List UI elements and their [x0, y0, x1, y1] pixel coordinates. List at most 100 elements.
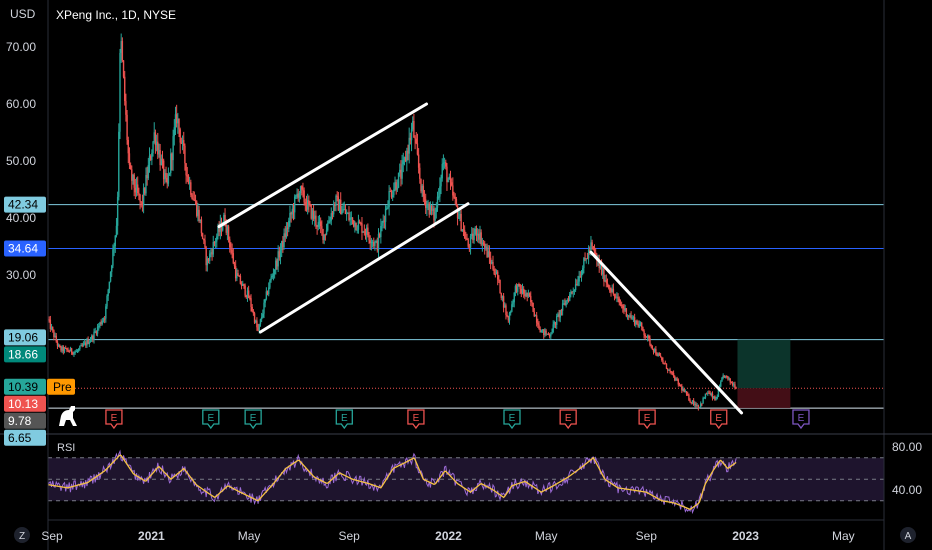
candle-body — [637, 323, 639, 327]
trendline[interactable] — [217, 102, 429, 229]
candle-body — [663, 362, 665, 364]
candle-body — [475, 228, 478, 236]
candle-body — [492, 261, 494, 270]
candle-body — [72, 352, 74, 355]
candle-body — [631, 317, 633, 319]
earnings-marker[interactable]: E — [638, 409, 656, 430]
candle-body — [423, 196, 426, 200]
candle-body — [585, 258, 587, 260]
candle-body — [311, 210, 314, 219]
candle-body — [525, 292, 527, 296]
candle-body — [717, 388, 720, 397]
trendline[interactable] — [258, 202, 470, 334]
candle-body — [252, 311, 255, 314]
candle-body — [671, 372, 674, 374]
earnings-marker[interactable]: E — [792, 409, 810, 430]
time-axis[interactable]: Sep 2021 May Sep 2022 May Sep 2023 May — [41, 529, 854, 543]
earnings-marker[interactable]: E — [559, 409, 577, 430]
candle-body — [466, 238, 468, 240]
candle-body — [672, 373, 675, 376]
candle-body — [82, 343, 85, 346]
earnings-marker[interactable]: E — [202, 409, 220, 430]
price-axis[interactable]: 70.00 60.00 50.00 40.00 30.00 — [6, 40, 36, 282]
earnings-marker[interactable]: E — [710, 409, 728, 430]
candle-body — [340, 199, 342, 215]
price-label-text: 10.13 — [8, 397, 38, 411]
position-stop-zone[interactable] — [737, 388, 791, 409]
candle-body — [363, 231, 366, 233]
long-position-box[interactable] — [737, 339, 791, 409]
candle-body — [583, 258, 585, 269]
candle-body — [708, 392, 710, 394]
candle-body — [710, 393, 713, 395]
candle-body — [237, 273, 239, 276]
earnings-label: E — [565, 413, 572, 424]
candle-body — [497, 271, 499, 280]
candle-body — [94, 331, 96, 333]
earnings-badge — [202, 409, 220, 430]
candle-body — [375, 240, 377, 242]
earnings-label: E — [111, 413, 118, 424]
candle-body — [713, 396, 715, 399]
candle-body — [540, 330, 543, 333]
candle-body — [162, 160, 165, 180]
candle-body — [133, 174, 135, 188]
candle-body — [659, 355, 662, 358]
candle-body — [89, 340, 92, 342]
candle-body — [537, 322, 539, 325]
candle-body — [53, 330, 55, 338]
candle-body — [682, 389, 684, 391]
candle-body — [570, 291, 572, 295]
earnings-marker[interactable]: E — [105, 409, 123, 430]
candle-body — [567, 299, 570, 301]
candle-body — [668, 369, 670, 371]
trendlines[interactable] — [217, 102, 744, 415]
candle-body — [197, 209, 199, 216]
candle-body — [591, 242, 593, 247]
candle-body — [118, 131, 120, 197]
candle-body — [293, 196, 296, 213]
candle-body — [67, 349, 69, 352]
candle-body — [384, 208, 387, 222]
candle-body — [620, 304, 623, 306]
candle-body — [628, 315, 630, 317]
auto-scale-badge[interactable]: A — [900, 527, 916, 543]
candle-body — [629, 315, 631, 317]
earnings-marker[interactable]: E — [503, 409, 521, 430]
candle-body — [720, 381, 722, 387]
candle-body — [338, 199, 341, 211]
candle-body — [344, 209, 347, 214]
candle-body — [296, 193, 298, 196]
earnings-badge — [244, 409, 262, 430]
candle-body — [298, 192, 301, 198]
earnings-marker[interactable]: E — [407, 409, 425, 430]
candle-body — [327, 223, 329, 231]
candle-body — [108, 281, 111, 290]
candle-body — [413, 120, 415, 138]
candle-body — [86, 339, 88, 346]
candle-body — [308, 200, 310, 205]
candle-body — [256, 320, 258, 328]
candle-body — [657, 353, 659, 356]
earnings-marker[interactable]: E — [244, 409, 262, 430]
candle-body — [554, 322, 557, 325]
candle-body — [303, 190, 305, 203]
candle-body — [100, 322, 102, 324]
trendline[interactable] — [589, 250, 744, 415]
candle-body — [498, 279, 500, 281]
candle-body — [548, 334, 551, 337]
earnings-marker[interactable]: E — [335, 409, 353, 430]
candle-body — [367, 227, 369, 236]
candle-body — [461, 229, 463, 231]
candle-body — [566, 299, 569, 301]
position-target-zone[interactable] — [737, 339, 791, 389]
candle-body — [446, 166, 448, 183]
candle-body — [282, 240, 284, 248]
candle-body — [304, 202, 307, 204]
timezone-badge[interactable]: Z — [14, 527, 30, 543]
candle-body — [370, 242, 373, 244]
candle-body — [539, 329, 541, 333]
candle-body — [348, 213, 350, 221]
candle-body — [239, 275, 242, 284]
candle-body — [223, 214, 225, 226]
